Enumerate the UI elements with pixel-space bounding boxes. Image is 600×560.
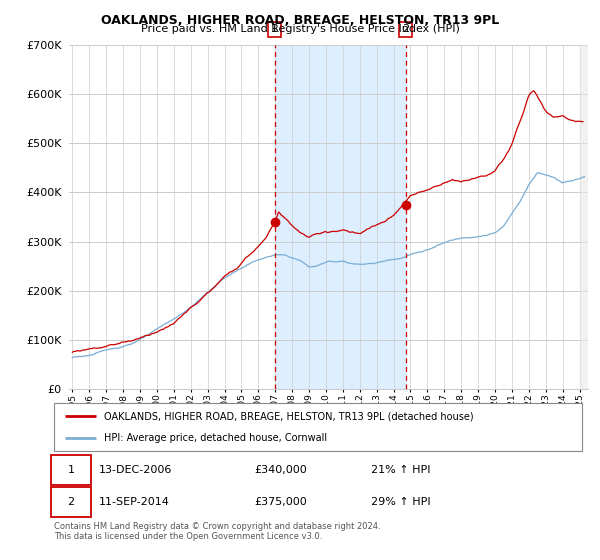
FancyBboxPatch shape (54, 403, 582, 451)
Text: 2: 2 (68, 497, 75, 507)
Text: £375,000: £375,000 (254, 497, 307, 507)
FancyBboxPatch shape (52, 455, 91, 485)
Text: OAKLANDS, HIGHER ROAD, BREAGE, HELSTON, TR13 9PL: OAKLANDS, HIGHER ROAD, BREAGE, HELSTON, … (101, 14, 499, 27)
Text: 11-SEP-2014: 11-SEP-2014 (99, 497, 170, 507)
Text: OAKLANDS, HIGHER ROAD, BREAGE, HELSTON, TR13 9PL (detached house): OAKLANDS, HIGHER ROAD, BREAGE, HELSTON, … (104, 411, 474, 421)
Text: £340,000: £340,000 (254, 465, 307, 475)
Bar (580, 45, 588, 389)
Text: 29% ↑ HPI: 29% ↑ HPI (371, 497, 430, 507)
Text: 21% ↑ HPI: 21% ↑ HPI (371, 465, 430, 475)
Text: Contains HM Land Registry data © Crown copyright and database right 2024.
This d: Contains HM Land Registry data © Crown c… (54, 522, 380, 542)
FancyBboxPatch shape (52, 487, 91, 517)
Text: HPI: Average price, detached house, Cornwall: HPI: Average price, detached house, Corn… (104, 433, 327, 443)
Text: Price paid vs. HM Land Registry's House Price Index (HPI): Price paid vs. HM Land Registry's House … (140, 24, 460, 34)
Text: 1: 1 (68, 465, 74, 475)
Text: 2: 2 (402, 25, 409, 35)
Text: 1: 1 (271, 25, 278, 35)
Bar (275, 45, 406, 389)
Text: 13-DEC-2006: 13-DEC-2006 (99, 465, 172, 475)
